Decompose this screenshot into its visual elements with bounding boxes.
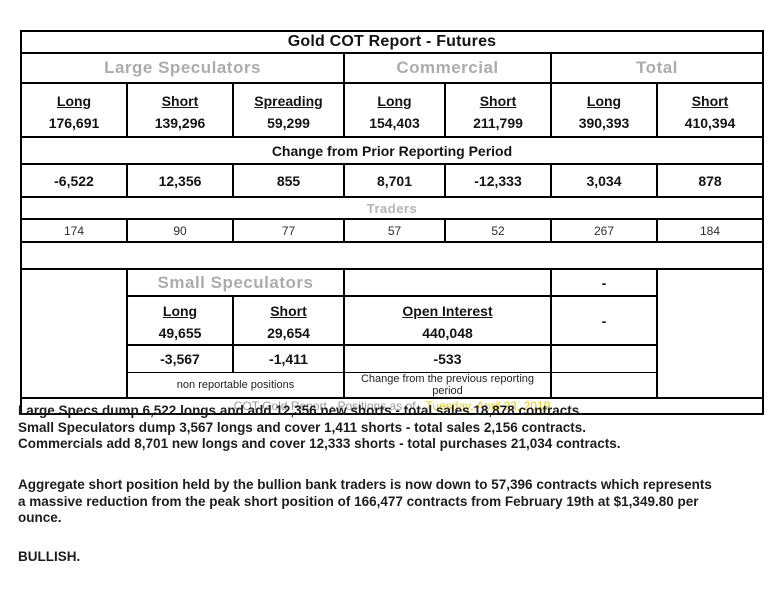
position-value: 49,655 xyxy=(158,325,202,341)
position-cell: Spreading 59,299 xyxy=(232,82,345,138)
closing-statement: BULLISH. xyxy=(18,549,81,564)
position-cell: Short 139,296 xyxy=(126,82,234,138)
dash-cell: - xyxy=(550,268,658,297)
dash-cell: - xyxy=(550,295,658,346)
group-commercial: Commercial xyxy=(343,52,552,84)
group-total: Total xyxy=(550,52,764,84)
column-header: Long xyxy=(162,303,198,319)
change-value: -1,411 xyxy=(232,344,345,373)
open-interest-cell: Open Interest 440,048 xyxy=(343,295,552,346)
position-value: 390,393 xyxy=(578,114,630,131)
position-cell: Short 410,394 xyxy=(656,82,764,138)
column-header: Short xyxy=(479,92,517,109)
summary-line-large-specs: Large Specs dump 6,522 longs and add 12,… xyxy=(18,403,583,418)
column-header: Short xyxy=(691,92,729,109)
summary-paragraph: Large Specs dump 6,522 longs and add 12,… xyxy=(18,403,778,453)
change-value: 855 xyxy=(232,163,345,198)
small-spec-short-cell: Short 29,654 xyxy=(232,295,345,346)
table-title: Gold COT Report - Futures xyxy=(20,30,764,54)
change-period-header: Change from Prior Reporting Period xyxy=(20,136,764,165)
aggregate-line-2: a massive reduction from the peak short … xyxy=(18,493,699,509)
change-value: -12,333 xyxy=(444,163,552,198)
position-value: 176,691 xyxy=(48,114,100,131)
position-value: 139,296 xyxy=(154,114,206,131)
column-header: Long xyxy=(377,92,412,109)
change-value: -6,522 xyxy=(20,163,128,198)
column-header: Open Interest xyxy=(402,303,493,319)
summary-line-small-specs: Small Speculators dump 3,567 longs and c… xyxy=(18,419,586,435)
position-value: 29,654 xyxy=(267,325,310,341)
small-spec-left-empty-cell xyxy=(20,268,128,399)
column-header: Spreading xyxy=(254,92,323,109)
aggregate-paragraph: Aggregate short position held by the bul… xyxy=(18,477,778,527)
cot-table: Gold COT Report - Futures Large Speculat… xyxy=(20,30,764,415)
table-footer: COT Gold Report - Positions as of Tuesday… xyxy=(20,396,764,415)
traders-count: 184 xyxy=(656,218,764,243)
small-spec-long-cell: Long 49,655 xyxy=(126,295,234,346)
column-header: Short xyxy=(270,303,307,319)
column-header: Long xyxy=(586,92,622,109)
traders-count: 90 xyxy=(126,218,234,243)
traders-count: 57 xyxy=(343,218,446,243)
position-cell: Long 154,403 xyxy=(343,82,446,138)
position-value: 440,048 xyxy=(422,325,473,341)
position-cell: Short 211,799 xyxy=(444,82,552,138)
change-value: -3,567 xyxy=(126,344,234,373)
small-spec-empty-cell xyxy=(343,268,552,297)
traders-count: 267 xyxy=(550,218,658,243)
empty-cell xyxy=(550,371,658,399)
traders-count: 77 xyxy=(232,218,345,243)
traders-count: 174 xyxy=(20,218,128,243)
aggregate-line-3: ounce. xyxy=(18,510,62,525)
small-spec-right-empty-cell xyxy=(656,268,764,399)
change-value: 3,034 xyxy=(550,163,658,198)
column-header: Short xyxy=(161,92,199,109)
note-non-reportable: non reportable positions xyxy=(126,371,345,399)
footer-label: COT Gold Report - Positions as of xyxy=(233,398,416,413)
position-value: 59,299 xyxy=(267,114,310,131)
position-cell: Long 176,691 xyxy=(20,82,128,138)
footer-date: Tuesday, April 23, 2019 xyxy=(425,398,551,413)
note-change-previous: Change from the previous reporting perio… xyxy=(343,371,552,399)
column-header: Long xyxy=(56,92,92,109)
position-value: 211,799 xyxy=(473,114,523,131)
position-value: 410,394 xyxy=(684,114,736,131)
group-large-speculators: Large Speculators xyxy=(20,52,345,84)
spacer-row xyxy=(20,241,764,270)
position-value: 154,403 xyxy=(369,114,420,131)
small-speculators-header: Small Speculators xyxy=(126,268,345,297)
position-cell: Long 390,393 xyxy=(550,82,658,138)
aggregate-line-1: Aggregate short position held by the bul… xyxy=(18,477,712,492)
change-value: 12,356 xyxy=(126,163,234,198)
change-value: 878 xyxy=(656,163,764,198)
change-value: -533 xyxy=(343,344,552,373)
summary-line-commercials: Commercials add 8,701 new longs and cove… xyxy=(18,436,621,451)
empty-cell xyxy=(550,344,658,373)
change-value: 8,701 xyxy=(343,163,446,198)
traders-count: 52 xyxy=(444,218,552,243)
traders-header: Traders xyxy=(20,196,764,220)
